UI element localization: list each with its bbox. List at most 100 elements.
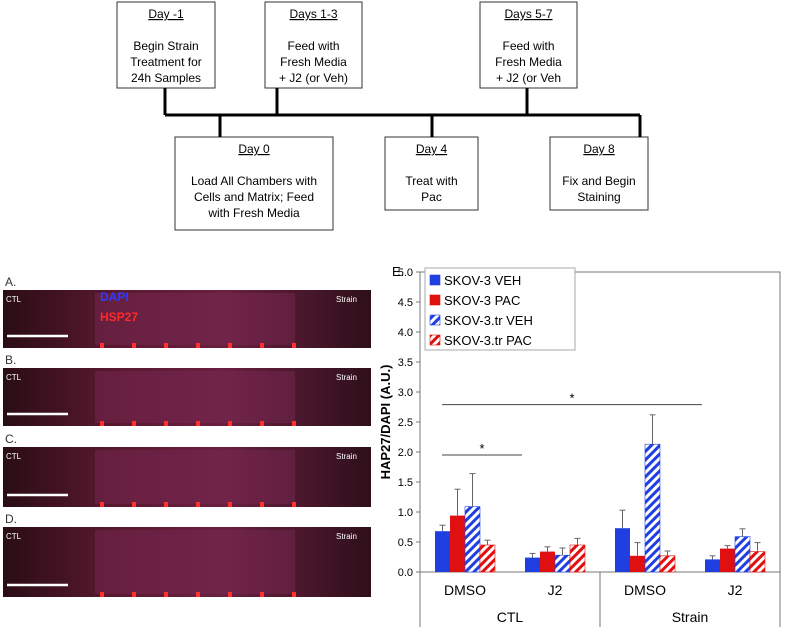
micrograph — [3, 368, 371, 426]
post — [100, 592, 104, 597]
post — [132, 592, 136, 597]
post — [228, 502, 232, 507]
y-tick-label: 1.0 — [398, 507, 413, 519]
timeline-box — [264, 1, 363, 89]
group-label: CTL — [497, 609, 524, 625]
panel-right: Strain — [336, 295, 357, 304]
bar — [540, 551, 555, 572]
bar — [435, 531, 450, 572]
panel-label: B. — [5, 353, 16, 367]
timeline-title: Day -1 — [148, 7, 184, 21]
timeline-text: Begin Strain — [133, 39, 198, 53]
timeline-text: Fresh Media — [280, 55, 347, 69]
timeline-text: Fresh Media — [495, 55, 562, 69]
panel-label: E. — [392, 264, 404, 279]
y-tick-label: 2.0 — [398, 447, 413, 459]
y-tick-label: 0.5 — [398, 537, 413, 549]
timeline-text: + J2 (or Veh — [496, 71, 561, 85]
post — [164, 502, 168, 507]
significance-star: * — [479, 441, 484, 456]
bar — [615, 528, 630, 572]
panel-label: C. — [5, 432, 17, 446]
post — [196, 502, 200, 507]
timeline-box — [549, 136, 649, 211]
micrograph — [3, 447, 371, 507]
legend-swatch — [429, 334, 441, 346]
legend-label: SKOV-3.tr VEH — [444, 313, 533, 328]
panel-left: CTL — [6, 373, 22, 382]
panel-right: Strain — [336, 373, 357, 382]
post — [196, 343, 200, 348]
post — [132, 421, 136, 426]
bar — [569, 544, 586, 573]
post — [100, 343, 104, 348]
post — [100, 421, 104, 426]
post — [228, 343, 232, 348]
post — [228, 421, 232, 426]
bar — [720, 548, 735, 572]
bar — [630, 555, 645, 572]
y-axis-label: HAP27/DAPI (A.U.) — [378, 365, 393, 480]
micrograph-center — [95, 293, 295, 345]
post — [132, 502, 136, 507]
timeline-text: Treat with — [405, 174, 457, 188]
legend-swatch — [429, 314, 441, 326]
post — [196, 421, 200, 426]
panel-right: Strain — [336, 452, 357, 461]
x-tick-label: DMSO — [444, 582, 486, 598]
timeline-text: Load All Chambers with — [191, 174, 317, 188]
y-tick-label: 5.0 — [398, 267, 413, 279]
legend-label: SKOV-3.tr PAC — [444, 333, 532, 348]
post — [260, 421, 264, 426]
timeline-text: with Fresh Media — [207, 206, 300, 220]
x-tick-label: DMSO — [624, 582, 666, 598]
timeline-text: Feed with — [287, 39, 339, 53]
y-tick-label: 0.0 — [398, 567, 413, 579]
post — [260, 592, 264, 597]
y-tick-label: 4.0 — [398, 327, 413, 339]
timeline-title: Day 0 — [238, 142, 270, 156]
timeline-text: Fix and Begin — [562, 174, 635, 188]
y-tick-label: 2.5 — [398, 417, 413, 429]
panel-label: A. — [5, 275, 16, 289]
post — [228, 592, 232, 597]
panel-label: D. — [5, 512, 17, 526]
micrograph — [3, 290, 371, 348]
post — [196, 592, 200, 597]
timeline-text: 24h Samples — [131, 71, 201, 85]
timeline-text: + J2 (or Veh) — [279, 71, 348, 85]
timeline-text: Cells and Matrix; Feed — [194, 190, 314, 204]
y-tick-label: 3.5 — [398, 357, 413, 369]
post — [164, 343, 168, 348]
timeline-text: Treatment for — [130, 55, 202, 69]
timeline-text: Feed with — [502, 39, 554, 53]
micrograph-center — [95, 371, 295, 423]
bar — [450, 515, 465, 572]
stain-label: DAPI — [100, 290, 129, 304]
timeline-box — [479, 1, 578, 89]
post — [292, 343, 296, 348]
post — [292, 421, 296, 426]
timeline-text: Staining — [577, 190, 620, 204]
panel-left: CTL — [6, 295, 22, 304]
timeline-title: Days 5-7 — [504, 7, 552, 21]
legend-swatch — [429, 294, 441, 306]
timeline-title: Day 4 — [416, 142, 448, 156]
timeline-title: Day 8 — [583, 142, 615, 156]
bar — [734, 536, 751, 573]
post — [132, 343, 136, 348]
bar — [464, 506, 481, 573]
micrograph-center — [95, 450, 295, 504]
x-tick-label: J2 — [728, 582, 743, 598]
bar — [525, 557, 540, 572]
legend-box — [424, 267, 576, 351]
y-tick-label: 1.5 — [398, 477, 413, 489]
bar — [659, 555, 676, 573]
group-label: Strain — [672, 609, 709, 625]
post — [292, 592, 296, 597]
bar — [554, 554, 571, 573]
stain-label: HSP27 — [100, 310, 138, 324]
y-tick-label: 4.5 — [398, 297, 413, 309]
legend-swatch — [429, 274, 441, 286]
